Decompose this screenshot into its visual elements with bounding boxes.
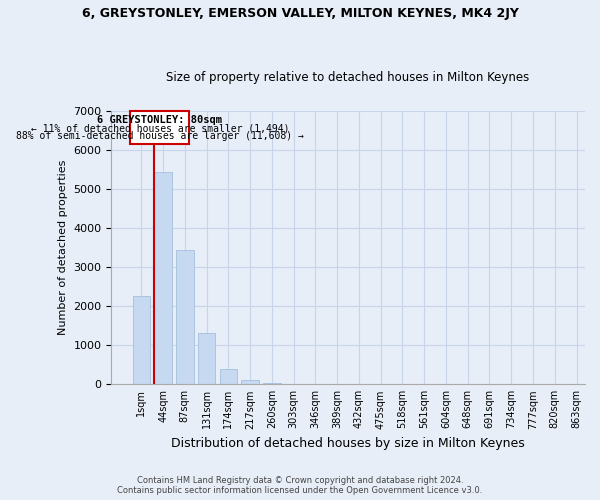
Bar [130, 111, 189, 144]
Bar [220, 369, 237, 384]
Bar [154, 172, 172, 384]
Title: Size of property relative to detached houses in Milton Keynes: Size of property relative to detached ho… [166, 70, 530, 84]
Bar [241, 380, 259, 384]
Bar [133, 296, 150, 384]
Y-axis label: Number of detached properties: Number of detached properties [58, 160, 68, 336]
Bar [198, 333, 215, 384]
Text: 6 GREYSTONLEY: 80sqm: 6 GREYSTONLEY: 80sqm [97, 116, 223, 126]
Text: 6, GREYSTONLEY, EMERSON VALLEY, MILTON KEYNES, MK4 2JY: 6, GREYSTONLEY, EMERSON VALLEY, MILTON K… [82, 8, 518, 20]
Text: 88% of semi-detached houses are larger (11,608) →: 88% of semi-detached houses are larger (… [16, 131, 304, 141]
Bar [176, 250, 194, 384]
Bar [263, 382, 281, 384]
X-axis label: Distribution of detached houses by size in Milton Keynes: Distribution of detached houses by size … [171, 437, 525, 450]
Text: ← 11% of detached houses are smaller (1,494): ← 11% of detached houses are smaller (1,… [31, 124, 289, 134]
Text: Contains HM Land Registry data © Crown copyright and database right 2024.
Contai: Contains HM Land Registry data © Crown c… [118, 476, 482, 495]
